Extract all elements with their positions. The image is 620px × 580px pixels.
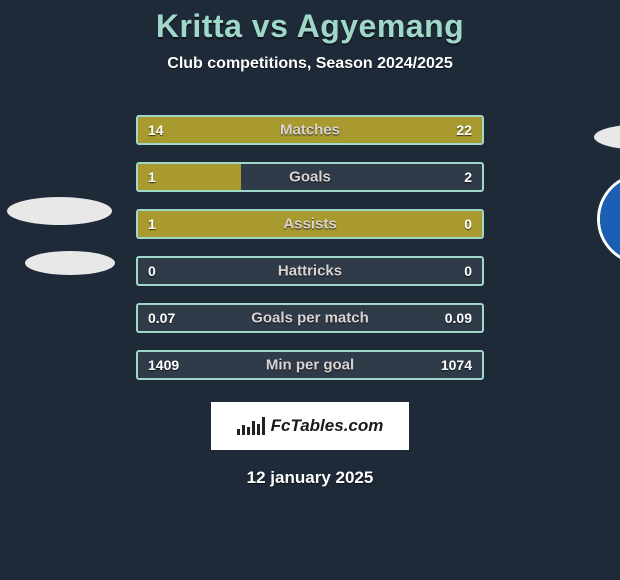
stat-row: 14 Matches 22 <box>136 115 484 145</box>
stat-label: Assists <box>283 216 336 233</box>
stats-table: 14 Matches 22 1 Goals 2 1 Assists 0 0 Hattricks 0 0.… <box>136 115 484 380</box>
value-left: 14 <box>148 122 164 138</box>
date-label: 12 january 2025 <box>0 468 620 488</box>
value-right: 1074 <box>441 357 472 373</box>
stat-label: Goals per match <box>251 310 369 327</box>
bars-icon <box>237 417 265 435</box>
page-container: Kritta vs Agyemang Club competitions, Se… <box>0 0 620 488</box>
fctables-label: FcTables.com <box>271 416 384 436</box>
fctables-logo: FcTables.com <box>211 402 409 450</box>
stat-row: 0 Hattricks 0 <box>136 256 484 286</box>
stat-row: 1409 Min per goal 1074 <box>136 350 484 380</box>
value-left: 1 <box>148 216 156 232</box>
stat-row: 1 Goals 2 <box>136 162 484 192</box>
value-right: 0 <box>464 263 472 279</box>
stat-label: Matches <box>280 122 340 139</box>
badge-text-bottom: CALCIO <box>600 248 620 258</box>
oval-icon <box>594 124 620 150</box>
page-subtitle: Club competitions, Season 2024/2025 <box>0 55 620 73</box>
stat-row: 0.07 Goals per match 0.09 <box>136 303 484 333</box>
value-left: 0.07 <box>148 310 175 326</box>
value-right: 0.09 <box>445 310 472 326</box>
value-right: 0 <box>464 216 472 232</box>
club-badge: NOVARA CALCIO <box>600 176 620 262</box>
page-title: Kritta vs Agyemang <box>0 8 620 45</box>
value-left: 1409 <box>148 357 179 373</box>
value-right: 2 <box>464 169 472 185</box>
oval-icon <box>25 251 115 275</box>
badge-text-top: NOVARA <box>600 180 620 190</box>
stat-label: Goals <box>289 169 331 186</box>
stat-label: Hattricks <box>278 263 342 280</box>
oval-icon <box>7 197 112 225</box>
stat-label: Min per goal <box>266 357 354 374</box>
value-left: 1 <box>148 169 156 185</box>
value-left: 0 <box>148 263 156 279</box>
stat-row: 1 Assists 0 <box>136 209 484 239</box>
value-right: 22 <box>456 122 472 138</box>
